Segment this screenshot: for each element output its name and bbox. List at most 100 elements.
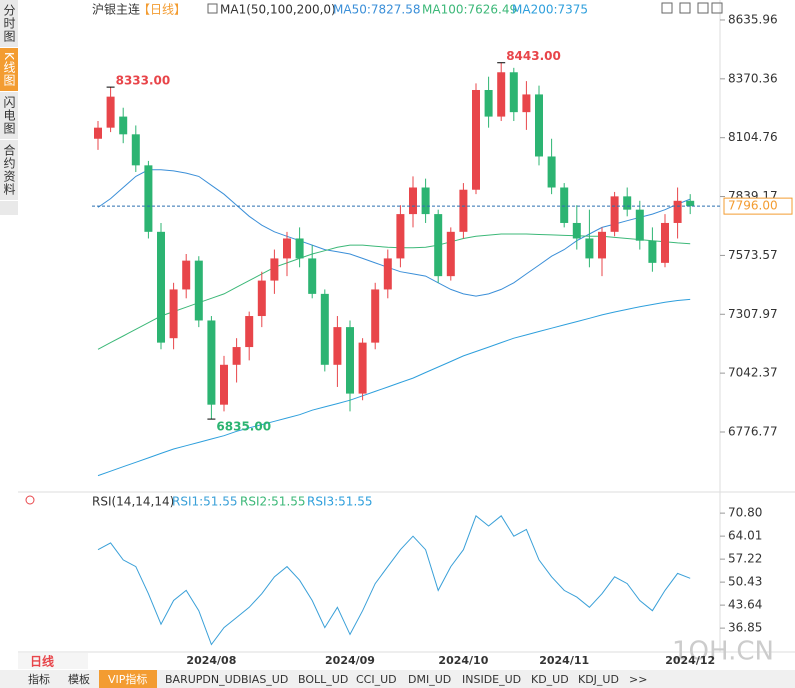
candle-body: [295, 238, 304, 259]
candle-body: [673, 200, 682, 223]
toolbar-tab[interactable]: 指标: [28, 672, 50, 686]
candle-body: [484, 89, 493, 117]
annotation: 6835.00: [216, 420, 271, 434]
sidebar-tab[interactable]: 分时图: [0, 0, 18, 48]
candle-body: [547, 156, 556, 188]
candle-body: [648, 240, 657, 263]
sidebar-tab[interactable]: 合约资料: [0, 140, 18, 201]
toolbar-tab[interactable]: 模板: [68, 672, 90, 686]
sidebar-tab[interactable]: 闪电图: [0, 92, 18, 140]
candle-body: [182, 260, 191, 290]
candle-body: [686, 200, 695, 207]
candle-body: [157, 231, 165, 343]
icon: [207, 3, 218, 14]
y-tick-label: 70.80: [728, 506, 762, 520]
period: 【日线】: [138, 3, 186, 17]
toolbar-tab[interactable]: DMI_UD: [408, 673, 451, 686]
x-tick-label: 2024/10: [438, 654, 488, 667]
sidebar-tab[interactable]: K线图: [0, 48, 18, 92]
icon: [661, 2, 673, 14]
candle-body: [257, 280, 266, 317]
candle-body: [459, 189, 468, 232]
y-tick-label: 7307.97: [728, 307, 778, 321]
last-price-label: 7796.00: [728, 199, 778, 213]
y-tick-label: 6776.77: [728, 424, 778, 438]
y-tick-label: 50.43: [728, 575, 762, 589]
candle-body: [585, 238, 594, 259]
candle-body: [270, 258, 279, 281]
candle-body: [220, 364, 228, 405]
candle-body: [535, 94, 543, 157]
candle-body: [560, 187, 569, 223]
icon: [679, 2, 691, 14]
candle-body: [94, 127, 102, 139]
toolbar-bg: [0, 670, 795, 688]
candle-body: [509, 72, 518, 113]
candle-body: [598, 231, 606, 259]
candle-body: [661, 222, 669, 263]
watermark: 1OH.CN: [672, 637, 774, 667]
candle-body: [119, 116, 128, 135]
y-tick-label: 8104.76: [728, 130, 778, 144]
y-tick-label: 7042.37: [728, 366, 778, 380]
toolbar-tab[interactable]: BIAS_UD: [241, 673, 288, 686]
toolbar-tab[interactable]: KD_UD: [531, 673, 569, 686]
ma-label: MA1(50,100,200,0): [220, 3, 336, 17]
annotation: 8443.00: [506, 49, 561, 63]
rsi-label: RSI(14,14,14): [92, 495, 174, 509]
candle-body: [434, 214, 443, 277]
legend-entry: RSI1:51.55: [172, 495, 238, 509]
candle-body: [308, 258, 317, 294]
period-tab[interactable]: 日线: [30, 654, 54, 669]
candle-body: [333, 327, 342, 365]
toolbar-tab[interactable]: BOLL_UD: [298, 673, 348, 686]
y-tick-label: 8370.36: [728, 71, 778, 85]
toolbar-tab[interactable]: CCI_UD: [356, 673, 397, 686]
x-tick-label: 2024/09: [325, 654, 375, 667]
candle-body: [522, 94, 531, 113]
toolbar-tab[interactable]: KDJ_UD: [578, 673, 619, 686]
candle-body: [194, 260, 203, 321]
y-tick-label: 36.85: [728, 621, 762, 635]
candle-body: [383, 258, 392, 290]
candle-body: [472, 89, 480, 190]
candle-body: [245, 316, 254, 348]
sidebar: 分时图 K线图 闪电图 合约资料: [0, 0, 18, 215]
annotation: 8333.00: [116, 74, 171, 88]
toolbar-tab[interactable]: >>: [629, 673, 647, 686]
legend-entry: RSI3:51.55: [307, 495, 373, 509]
candle-body: [283, 238, 291, 259]
candle-body: [358, 342, 367, 394]
candle-body: [396, 214, 405, 259]
candle-body: [610, 196, 619, 232]
icon: [697, 2, 709, 14]
y-tick-label: 7573.57: [728, 248, 778, 262]
toolbar-tab[interactable]: INSIDE_UD: [462, 673, 521, 686]
y-tick-label: 57.22: [728, 552, 762, 566]
candle-body: [131, 134, 140, 166]
icon: [25, 495, 35, 505]
rsi-line: [97, 514, 691, 646]
toolbar-tab[interactable]: VIP指标: [108, 672, 147, 686]
legend-entry: RSI2:51.55: [240, 495, 306, 509]
ma-line: [97, 298, 691, 477]
candle-body: [106, 96, 115, 128]
symbol: 沪银主连: [92, 2, 140, 17]
candle-body: [169, 289, 178, 339]
candle-body: [623, 196, 632, 210]
y-tick-label: 8635.96: [728, 12, 778, 26]
candle-body: [207, 320, 216, 405]
candle-body: [421, 187, 430, 215]
x-tick-label: 2024/11: [539, 654, 589, 667]
legend-entry: MA100:7626.49: [422, 3, 517, 17]
candle-body: [232, 347, 241, 365]
toolbar-icons: [25, 2, 723, 505]
toolbar-tab[interactable]: BARUPDN_UD: [165, 673, 241, 686]
legend-entry: MA200:7375: [512, 3, 588, 17]
y-tick-label: 64.01: [728, 529, 762, 543]
ma-line: [97, 169, 691, 297]
period-tab-bg: [18, 653, 88, 669]
